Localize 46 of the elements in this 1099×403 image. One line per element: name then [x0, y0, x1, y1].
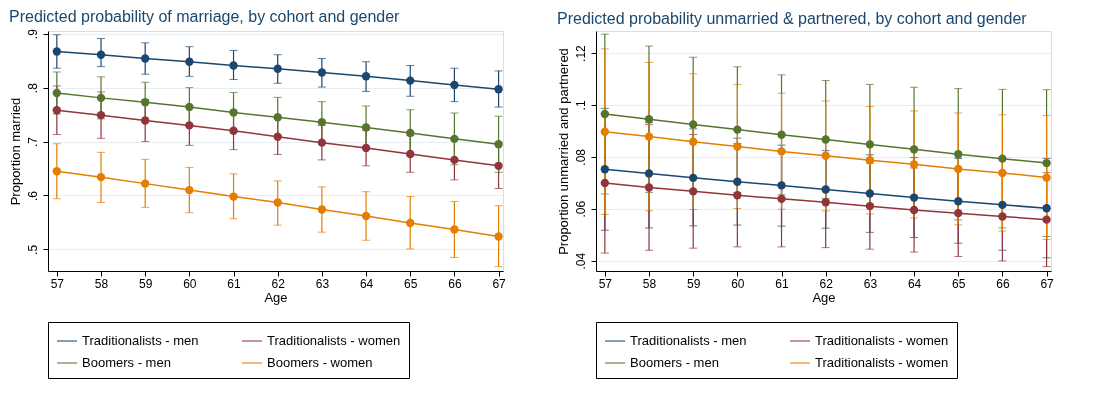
x-tick-label: 60 [731, 276, 745, 291]
y-tick-label: .12 [573, 44, 588, 62]
x-tick-label: 67 [1040, 276, 1055, 291]
y-tick-label: .06 [573, 200, 588, 218]
legend-label: Traditionalists - women [267, 333, 401, 348]
x-tick-label: 63 [863, 276, 878, 291]
y-tick-label: .1 [573, 100, 588, 111]
legend-label: Traditionalists - women [815, 333, 949, 348]
x-tick-label: 61 [227, 276, 242, 291]
y-tick-label: .8 [25, 82, 40, 94]
legend-label: Boomers - men [630, 355, 719, 370]
x-tick-label: 61 [775, 276, 790, 291]
y-tick-label: .08 [573, 148, 588, 166]
x-tick-label: 64 [907, 276, 922, 291]
x-axis-title: Age [264, 289, 288, 305]
legend-label: Boomers - men [82, 355, 171, 370]
y-tick-label: .7 [25, 136, 40, 148]
legend-label: Traditionalists - women [815, 355, 949, 370]
y-tick-label: .5 [25, 244, 40, 255]
x-tick-label: 65 [404, 276, 418, 291]
legend-label: Boomers - women [267, 355, 373, 370]
x-tick-label: 66 [448, 276, 462, 291]
x-tick-label: 64 [359, 276, 374, 291]
legend-label: Traditionalists - men [630, 333, 747, 348]
y-tick-label: .9 [25, 28, 40, 40]
x-tick-label: 58 [642, 276, 657, 291]
chart-title: Predicted probability of marriage, by cohort and gender [9, 7, 401, 25]
x-tick-label: 60 [183, 276, 197, 291]
x-tick-label: 63 [315, 276, 330, 291]
x-tick-label: 66 [996, 276, 1010, 291]
x-tick-label: 62 [271, 276, 286, 291]
y-axis-title: Proportion married [7, 97, 23, 206]
x-tick-label: 59 [687, 276, 701, 291]
y-axis-title: Proportion unmarried and partnered [555, 48, 571, 255]
x-tick-label: 57 [50, 276, 65, 291]
x-axis-title: Age [812, 289, 836, 305]
y-tick-label: .6 [25, 190, 40, 201]
x-tick-label: 57 [598, 276, 613, 291]
x-tick-label: 67 [492, 276, 507, 291]
x-tick-label: 62 [819, 276, 834, 291]
x-tick-label: 65 [952, 276, 966, 291]
x-tick-label: 59 [139, 276, 153, 291]
y-tick-label: .04 [573, 252, 588, 270]
chart-title: Predicted probability unmarried & partnered, by cohort and gender [557, 10, 1028, 27]
legend-label: Traditionalists - men [82, 333, 199, 348]
x-tick-label: 58 [94, 276, 109, 291]
